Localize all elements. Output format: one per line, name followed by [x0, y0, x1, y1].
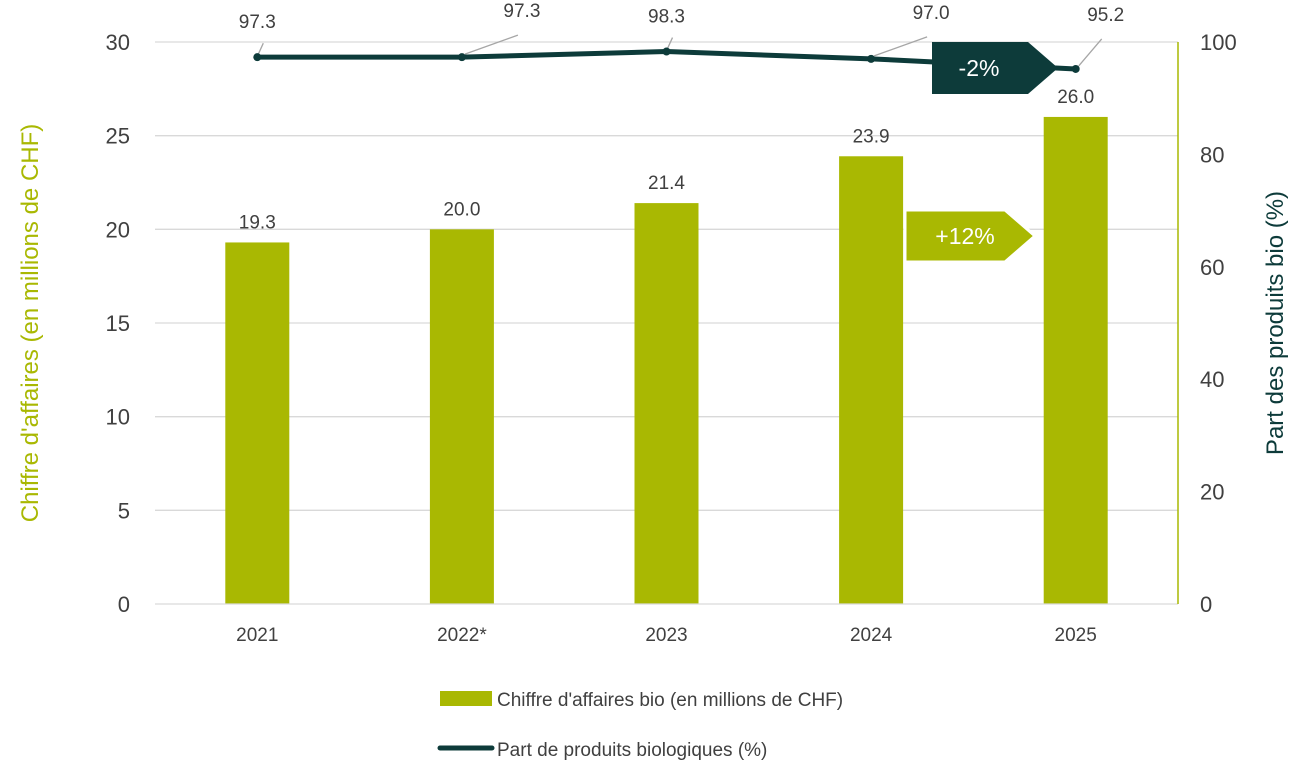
bar [634, 203, 699, 604]
line-change-callout-text: -2% [959, 55, 1000, 81]
bar-series [225, 116, 1108, 605]
legend: Chiffre d'affaires bio (en millions de C… [437, 690, 843, 761]
y2-tick-label: 0 [1200, 592, 1212, 617]
data-label-leaders [257, 34, 1103, 67]
line-data-label: 97.3 [239, 12, 276, 33]
legend-label-line: Part de produits biologiques (%) [497, 740, 767, 761]
y2-tick-label: 20 [1200, 480, 1224, 505]
line-data-label: 97.3 [503, 1, 540, 22]
x-tick-label: 2021 [236, 625, 278, 646]
bar-data-label: 23.9 [853, 126, 890, 147]
bar-data-label: 19.3 [239, 212, 276, 233]
bar [1043, 116, 1108, 604]
x-tick-label: 2025 [1055, 625, 1097, 646]
x-tick-label: 2022* [437, 625, 487, 646]
bar [225, 242, 290, 605]
y-tick-label: 15 [106, 311, 130, 336]
y2-tick-label: 100 [1200, 30, 1237, 55]
line-point [867, 54, 876, 63]
y-axis-title: Chiffre d'affaires (en millions de CHF) [17, 124, 44, 523]
bar-data-label: 26.0 [1057, 87, 1094, 108]
bar [429, 229, 494, 605]
line-point [457, 53, 466, 62]
legend-swatch-bar [440, 691, 492, 706]
leader-line [873, 36, 928, 57]
y2-tick-label: 60 [1200, 255, 1224, 280]
y2-tick-label: 80 [1200, 142, 1224, 167]
x-tick-label: 2024 [850, 625, 893, 646]
line-change-callout [932, 42, 1058, 94]
y-tick-label: 5 [118, 498, 130, 523]
line-data-label: 97.0 [913, 3, 950, 24]
y-tick-label: 20 [106, 217, 130, 242]
y-tick-label: 0 [118, 592, 130, 617]
data-labels: 19.3 20.0 21.4 23.9 26.0 97.3 97.3 98.3 97.0 95.2 [239, 1, 1124, 233]
leader-line [1078, 38, 1103, 67]
bar-growth-callout-text: +12% [935, 223, 994, 249]
leader-line [257, 42, 264, 55]
line-point [253, 53, 262, 62]
leader-line [666, 37, 674, 49]
y2-axis-title: Part des produits bio (%) [1262, 191, 1289, 455]
bar-data-label: 21.4 [648, 173, 685, 194]
legend-label-bar: Chiffre d'affaires bio (en millions de C… [497, 690, 843, 711]
y-tick-label: 25 [106, 124, 130, 149]
y-tick-label: 30 [106, 30, 130, 55]
line-point [1071, 64, 1080, 73]
bar-data-label: 20.0 [443, 199, 480, 220]
callouts: +12% -2% [903, 42, 1058, 264]
leader-line [464, 34, 519, 55]
y2-tick-label: 40 [1200, 367, 1224, 392]
y-tick-label: 10 [106, 405, 130, 430]
line-point [662, 47, 671, 56]
bar [839, 156, 904, 605]
line-data-label: 98.3 [648, 7, 685, 28]
line-data-label: 95.2 [1087, 5, 1124, 26]
x-tick-label: 2023 [645, 625, 687, 646]
bar-growth-callout [903, 208, 1038, 264]
